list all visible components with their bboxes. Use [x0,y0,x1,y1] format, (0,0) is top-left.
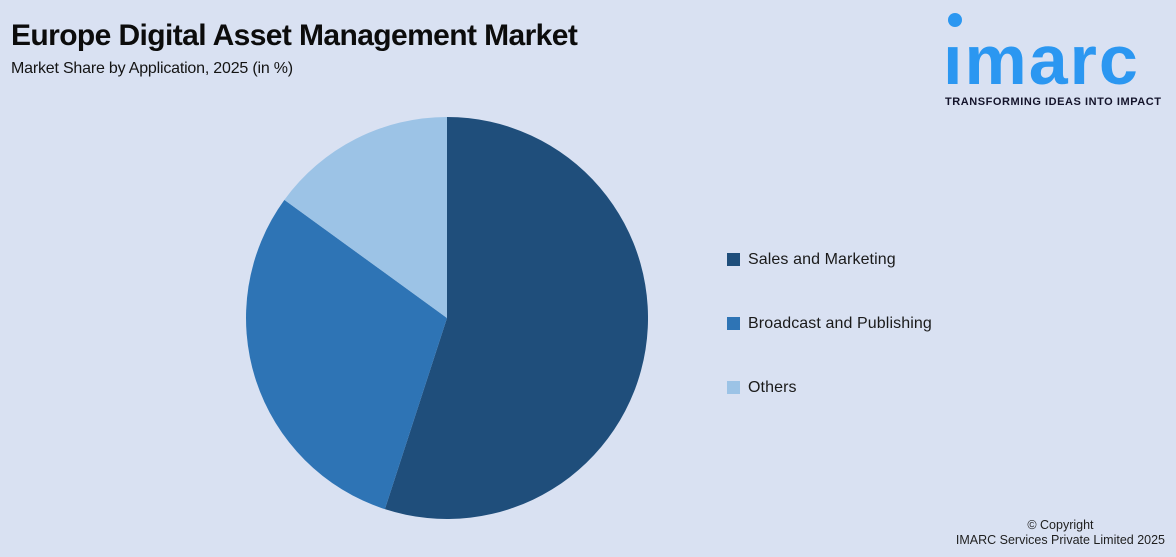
pie-slice-sales-and-marketing [384,117,649,519]
copyright-line1: © Copyright [1027,518,1094,532]
pie-slice-others [284,117,447,318]
legend-label: Broadcast and Publishing [748,314,932,332]
logo-tagline: TRANSFORMING IDEAS INTO IMPACT [945,96,1162,108]
copyright-line2: IMARC Services Private Limited 2025 [955,533,1165,547]
logo-wordmark: ımarc [943,21,1140,99]
copyright-notice: © Copyright IMARC Services Private Limit… [956,518,1165,548]
legend-marker [727,381,740,394]
legend-item-sales-and-marketing: Sales and Marketing [727,250,932,269]
chart-subtitle: Market Share by Application, 2025 (in %) [11,60,293,77]
chart-header: Europe Digital Asset Management Market M… [11,19,578,78]
legend-label: Others [748,378,797,396]
legend-marker [727,253,740,266]
legend-item-others: Others [727,378,932,397]
logo-i-dot-icon [948,13,962,27]
imarc-logo: ımarc TRANSFORMING IDEAS INTO IMPACT [943,8,1171,108]
legend-marker [727,317,740,330]
legend-item-broadcast-and-publishing: Broadcast and Publishing [727,314,932,333]
pie-chart [246,117,649,519]
pie-slice-broadcast-and-publishing [246,199,447,510]
legend: Sales and Marketing Broadcast and Publis… [727,250,932,397]
chart-title: Europe Digital Asset Management Market [11,19,578,52]
legend-label: Sales and Marketing [748,250,896,268]
pie-chart-area [246,117,649,519]
